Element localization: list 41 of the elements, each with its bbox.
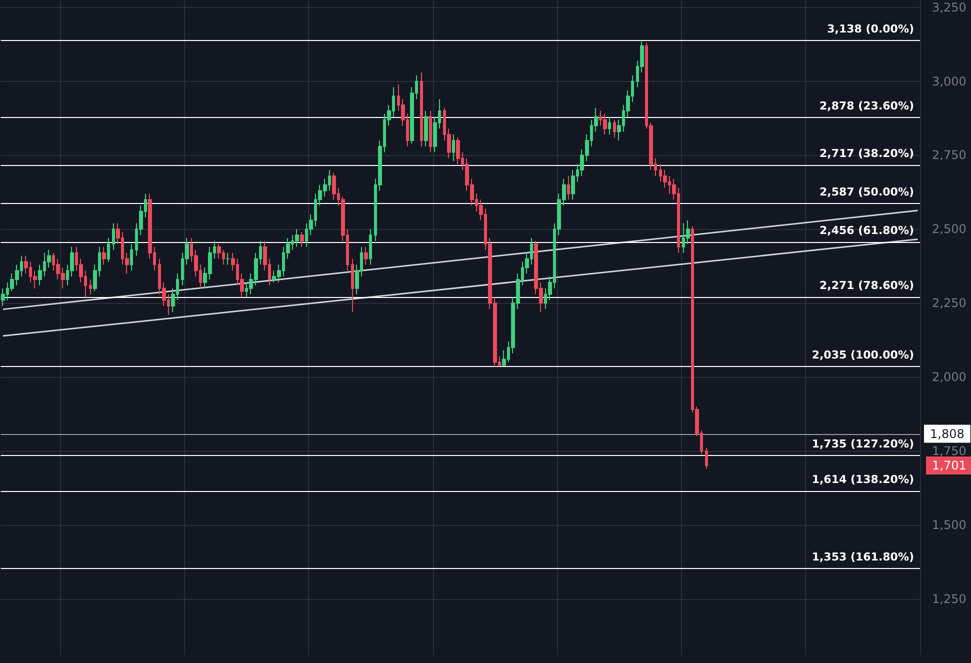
ref-line-label: 1,353 (161.80%) xyxy=(812,550,914,564)
candlestick xyxy=(295,228,299,248)
candlestick xyxy=(226,252,230,266)
candlestick xyxy=(300,232,304,248)
candlestick xyxy=(130,243,133,272)
candlestick xyxy=(102,246,106,266)
y-tick-label: 2,250 xyxy=(932,296,966,310)
candlestick xyxy=(364,246,368,266)
y-tick-label: 2,500 xyxy=(932,222,966,236)
candlestick xyxy=(429,110,432,153)
candlestick xyxy=(112,222,115,250)
y-tick-label: 1,500 xyxy=(932,518,966,532)
candlestick xyxy=(452,134,455,162)
candlestick xyxy=(705,448,708,470)
y-tick-label: 3,000 xyxy=(932,74,966,88)
ref-line-label: 1,614 (138.20%) xyxy=(812,473,914,486)
text: 1,701 xyxy=(932,458,966,472)
candlestick xyxy=(369,228,372,266)
candlestick xyxy=(603,113,607,136)
candlestick xyxy=(420,72,423,147)
candlestick xyxy=(351,258,354,312)
ref-line-label: 3,138 (0.00%) xyxy=(827,22,914,36)
ref-line-label: 2,878 (23.60%) xyxy=(820,99,914,112)
candlestick xyxy=(613,119,616,138)
ref-line-label: 1,735 (127.20%) xyxy=(812,437,914,450)
candlestick xyxy=(107,238,110,262)
candlestick xyxy=(608,116,611,136)
candlestick xyxy=(89,278,92,295)
y-tick-label: 2,750 xyxy=(932,148,966,162)
y-tick-label: 1,750 xyxy=(932,444,966,458)
ref-line-label: 2,035 (100.00%) xyxy=(812,348,914,362)
ref-line-label: 2,271 (78.60%) xyxy=(820,278,914,292)
y-tick-label: 3,250 xyxy=(932,0,966,14)
y-tick-label: 2,000 xyxy=(932,370,966,384)
ref-line-label: 2,587 (50.00%) xyxy=(820,185,914,198)
ref-line-label: 2,456 (61.80%) xyxy=(820,224,914,238)
candlestick xyxy=(424,110,428,147)
candlestick xyxy=(567,175,570,200)
ref-line-label: 2,717 (38.20%) xyxy=(820,147,914,160)
y-tick-label: 1,250 xyxy=(932,592,966,606)
ref-line-label: 1,808 xyxy=(930,426,964,441)
